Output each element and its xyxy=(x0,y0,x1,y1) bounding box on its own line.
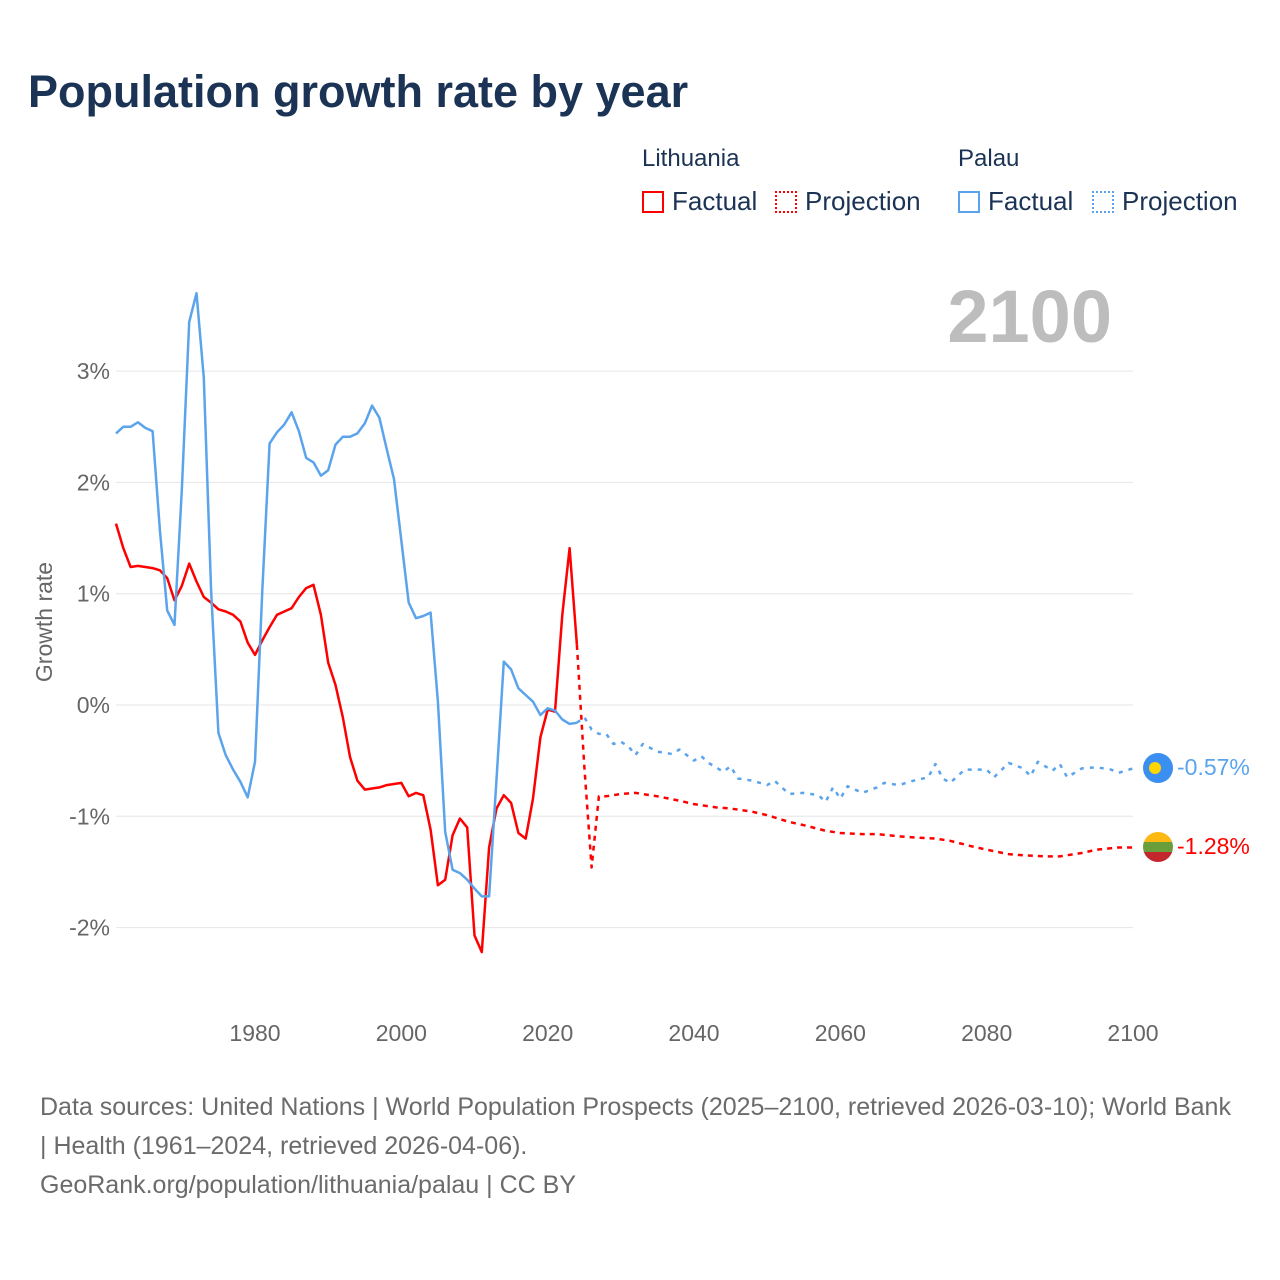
palau-end-label: -0.57% xyxy=(1177,754,1250,780)
footer: Data sources: United Nations | World Pop… xyxy=(40,1088,1240,1205)
legend-label: Factual xyxy=(988,186,1074,216)
y-tick-label: 0% xyxy=(77,692,110,718)
x-tick-label: 2100 xyxy=(1107,1020,1158,1046)
year-display: 2100 xyxy=(947,275,1112,358)
legend-swatch-dotted-blue xyxy=(1092,190,1114,213)
legend-label: Projection xyxy=(1122,186,1238,216)
legend-group-palau: Palau xyxy=(958,145,1020,172)
series-palau-factual xyxy=(115,291,578,898)
y-tick-label: 2% xyxy=(77,469,110,495)
legend-swatch-solid-red xyxy=(642,190,664,213)
palau-flag-moon xyxy=(1149,762,1161,774)
x-tick-label: 2000 xyxy=(376,1020,427,1046)
series-lithuania-projection xyxy=(575,644,1133,869)
y-axis-label: Growth rate xyxy=(31,562,57,682)
y-tick-label: -2% xyxy=(69,915,110,941)
x-tick-label: 2080 xyxy=(961,1020,1012,1046)
x-tick-label: 2040 xyxy=(668,1020,719,1046)
y-tick-label: -1% xyxy=(69,803,110,829)
series-palau-projection xyxy=(576,715,1134,804)
y-tick-label: 1% xyxy=(77,581,110,607)
series-lithuania-factual xyxy=(114,523,579,954)
legend-lithuania-projection[interactable]: Projection xyxy=(775,186,921,217)
credit-link[interactable]: GeoRank.org/population/lithuania/palau |… xyxy=(40,1171,576,1199)
y-tick-label: 3% xyxy=(77,358,110,384)
legend-label: Projection xyxy=(805,186,921,216)
legend-lithuania-factual[interactable]: Factual xyxy=(642,186,757,217)
line-chart: 2100 3% 2% 1% 0% -1% -2% 1980 2000 2020 2040 2060 2… xyxy=(31,275,1250,1046)
chart-title: Population growth rate by year xyxy=(28,66,689,117)
x-tick-label: 2060 xyxy=(815,1020,866,1046)
x-tick-label: 1980 xyxy=(229,1020,280,1046)
legend-label: Factual xyxy=(672,186,758,216)
x-tick-label: 2020 xyxy=(522,1020,573,1046)
legend-palau-factual[interactable]: Factual xyxy=(958,186,1073,217)
lithuania-flag-marker xyxy=(1143,832,1173,862)
data-sources: Data sources: United Nations | World Pop… xyxy=(40,1093,1231,1160)
legend-swatch-dotted-red xyxy=(775,190,797,213)
lithuania-end-label: -1.28% xyxy=(1177,833,1250,859)
legend-swatch-solid-blue xyxy=(958,190,980,213)
palau-flag-marker xyxy=(1143,753,1173,783)
legend-group-lithuania: Lithuania xyxy=(642,145,740,172)
lithuania-flag-icon xyxy=(1143,832,1173,862)
legend-palau-projection[interactable]: Projection xyxy=(1092,186,1238,217)
